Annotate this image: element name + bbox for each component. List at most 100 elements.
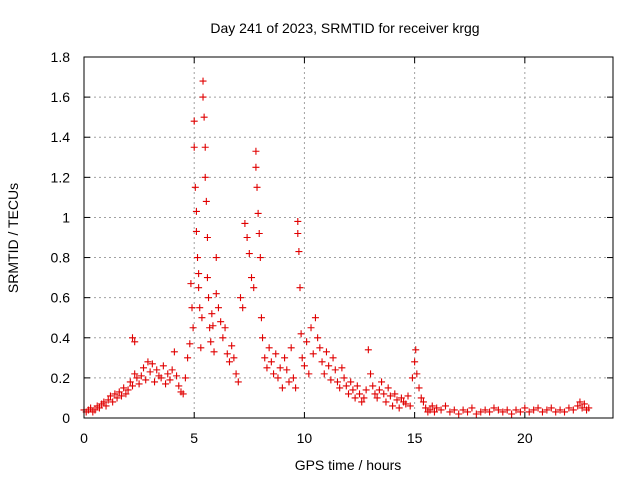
x-tick-label: 10	[297, 430, 313, 446]
data-point	[87, 404, 95, 412]
data-point	[490, 404, 498, 412]
data-point	[538, 408, 546, 416]
data-point	[241, 219, 249, 227]
data-point	[450, 406, 458, 414]
data-point	[106, 392, 114, 400]
data-point	[333, 378, 341, 386]
y-axis-label: SRMTID / TECUs	[5, 183, 21, 293]
data-point	[351, 394, 359, 402]
y-tick-label: 0.6	[51, 290, 71, 306]
data-point	[426, 406, 434, 414]
data-point	[411, 358, 419, 366]
data-point	[565, 404, 573, 412]
data-point	[144, 358, 152, 366]
data-point	[131, 370, 139, 378]
data-point	[190, 117, 198, 125]
data-point	[574, 402, 582, 410]
data-point	[585, 404, 593, 412]
data-point	[131, 338, 139, 346]
data-point	[345, 390, 352, 398]
data-point	[327, 376, 335, 384]
data-point	[214, 304, 222, 312]
y-tick-label: 1.8	[51, 49, 71, 65]
data-point	[415, 384, 423, 392]
data-point	[140, 364, 148, 372]
y-tick-label: 0.8	[51, 250, 71, 266]
x-axis-label: GPS time / hours	[295, 457, 402, 473]
data-point	[371, 390, 379, 398]
data-point	[468, 404, 476, 412]
data-point	[137, 372, 145, 380]
data-point	[356, 390, 364, 398]
data-point	[375, 386, 383, 394]
data-point	[168, 366, 176, 374]
data-point	[234, 378, 242, 386]
data-point	[196, 304, 204, 312]
data-point	[303, 338, 311, 346]
data-point	[433, 404, 441, 412]
data-point	[325, 362, 333, 370]
data-point	[406, 402, 414, 410]
data-point	[395, 404, 403, 412]
y-tick-label: 0	[62, 410, 70, 426]
data-point	[236, 294, 244, 302]
data-point	[283, 366, 291, 374]
x-tick-label: 15	[407, 430, 423, 446]
data-point	[198, 314, 206, 322]
data-point	[188, 304, 196, 312]
plot-frame	[83, 56, 614, 419]
axis-ticks: 0 0.2 0.4 0.6 0.8 1 1.2 1.4 1.6 1.8 0 5 10 15 20	[51, 49, 613, 446]
data-point	[146, 368, 154, 376]
data-point	[413, 370, 421, 378]
data-point	[191, 183, 199, 191]
data-point	[173, 372, 181, 380]
data-point	[285, 378, 293, 386]
x-tick-label: 5	[190, 430, 198, 446]
y-tick-label: 1	[62, 209, 70, 225]
data-point	[205, 294, 213, 302]
data-point	[373, 394, 381, 402]
data-point	[295, 248, 303, 256]
data-point	[552, 408, 560, 416]
data-point	[329, 354, 337, 362]
data-point	[340, 374, 348, 382]
data-point	[472, 410, 480, 418]
data-point	[113, 394, 121, 402]
data-point	[311, 314, 319, 322]
data-point	[128, 334, 136, 342]
data-point	[195, 270, 203, 278]
data-point	[120, 384, 128, 392]
data-point	[210, 348, 218, 356]
data-point	[100, 398, 108, 406]
data-points	[80, 77, 593, 418]
data-point	[201, 173, 209, 181]
data-point	[274, 374, 282, 382]
data-point	[382, 398, 390, 406]
data-point	[219, 334, 227, 342]
data-point	[556, 406, 564, 414]
data-point	[239, 304, 247, 312]
data-point	[322, 348, 330, 356]
data-point	[292, 384, 300, 392]
y-tick-label: 0.4	[51, 330, 71, 346]
chart-title: Day 241 of 2023, SRMTID for receiver krg…	[210, 20, 479, 36]
data-point	[512, 406, 520, 414]
data-point	[534, 404, 542, 412]
data-point	[270, 370, 278, 378]
data-point	[331, 366, 339, 374]
data-point	[459, 406, 467, 414]
data-point	[181, 374, 189, 382]
data-point	[256, 254, 264, 262]
data-point	[289, 374, 297, 382]
data-point	[195, 284, 203, 292]
data-point	[318, 358, 326, 366]
data-point	[278, 384, 286, 392]
data-point	[208, 310, 216, 318]
data-point	[162, 380, 170, 388]
data-point	[300, 362, 308, 370]
data-point	[135, 380, 143, 388]
data-point	[265, 344, 273, 352]
data-point	[104, 396, 112, 404]
data-point	[186, 340, 194, 348]
data-point	[272, 350, 280, 358]
